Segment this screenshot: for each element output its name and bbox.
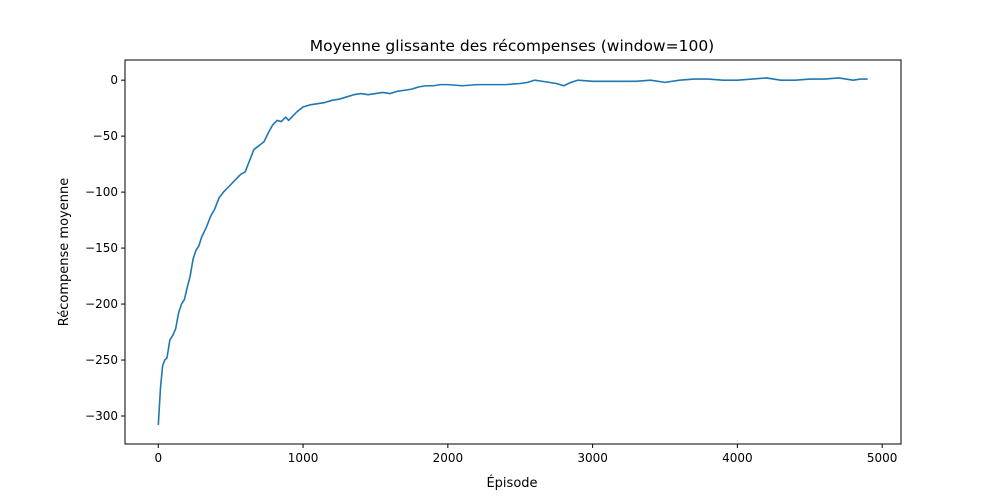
x-axis-label: Épisode bbox=[486, 475, 537, 491]
chart-title: Moyenne glissante des récompenses (windo… bbox=[310, 37, 714, 55]
x-tick-label: 3000 bbox=[577, 451, 608, 465]
y-axis-label: Récompense moyenne bbox=[57, 178, 72, 326]
series-line bbox=[157, 77, 868, 426]
y-tick-label: −100 bbox=[85, 185, 118, 199]
x-tick-label: 4000 bbox=[722, 451, 753, 465]
x-tick-label: 0 bbox=[154, 451, 162, 465]
y-tick-label: 0 bbox=[110, 73, 118, 87]
y-tick-label: −250 bbox=[85, 353, 118, 367]
x-tick-label: 5000 bbox=[867, 451, 898, 465]
axes-frame bbox=[124, 59, 902, 445]
x-tick-label: 2000 bbox=[433, 451, 464, 465]
y-tick-label: −50 bbox=[93, 129, 118, 143]
y-tick-label: −150 bbox=[85, 241, 118, 255]
y-tick-label: −200 bbox=[85, 297, 118, 311]
plot-area bbox=[157, 77, 868, 426]
y-tick-label: −300 bbox=[85, 409, 118, 423]
x-tick-label: 1000 bbox=[288, 451, 319, 465]
